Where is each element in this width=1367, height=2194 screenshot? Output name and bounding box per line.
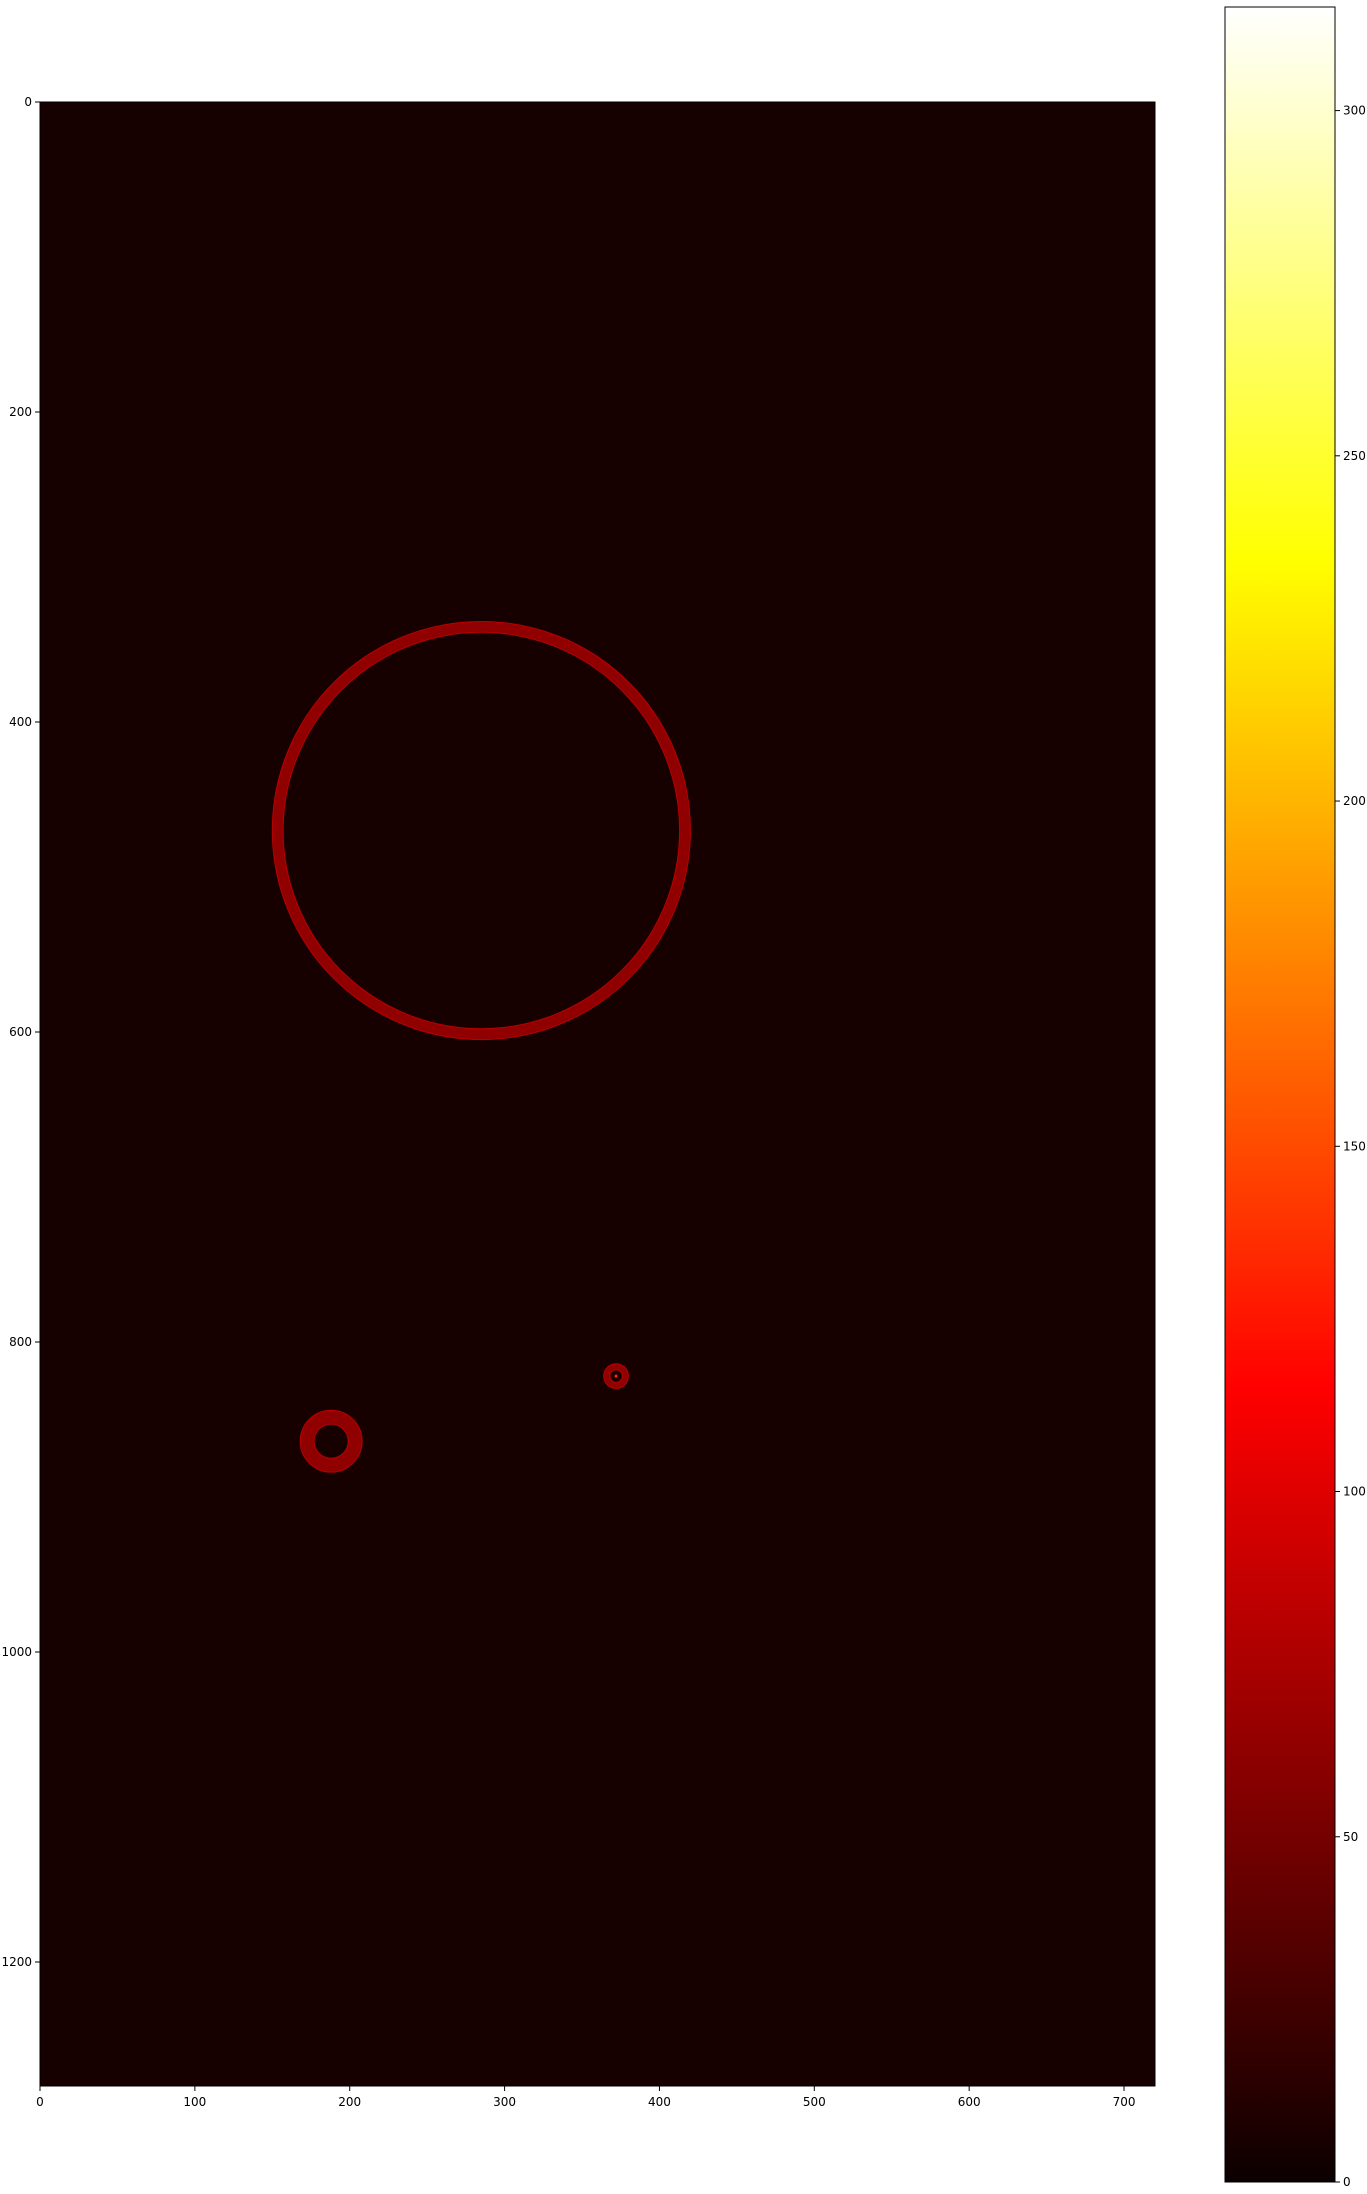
large-ring-outer-edge <box>271 620 691 1041</box>
tiny-spot <box>603 1363 629 1389</box>
colorbar-tick-label: 250 <box>1343 449 1366 463</box>
colorbar-tick-label: 200 <box>1343 794 1366 808</box>
x-tick-label: 500 <box>803 2095 826 2109</box>
small-ring-outer-edge <box>299 1409 363 1473</box>
heatmap-features <box>271 620 691 1473</box>
small-ring-inner-edge <box>313 1423 349 1459</box>
large-ring <box>272 621 691 1040</box>
y-tick-label: 1000 <box>1 1645 32 1659</box>
colorbar-tick-label: 150 <box>1343 1139 1366 1153</box>
y-tick-label: 400 <box>9 715 32 729</box>
y-tick-label: 800 <box>9 1335 32 1349</box>
tiny-spot-outer-edge <box>603 1363 629 1389</box>
y-tick-label: 200 <box>9 405 32 419</box>
heatmap-image <box>40 102 1155 2086</box>
colorbar: 0 50 100 150 200 250 300 <box>1224 6 1366 2189</box>
y-tick-label: 1200 <box>1 1955 32 1969</box>
y-tick-label: 0 <box>24 95 32 109</box>
colorbar-tick-label: 0 <box>1343 2175 1351 2189</box>
colorbar-tick-label: 300 <box>1343 104 1366 118</box>
x-tick-label: 0 <box>36 2095 44 2109</box>
x-tick-label: 300 <box>493 2095 516 2109</box>
y-tick-label: 600 <box>9 1025 32 1039</box>
small-ring <box>300 1410 363 1473</box>
x-tick-label: 600 <box>958 2095 981 2109</box>
x-tick-label: 200 <box>338 2095 361 2109</box>
tiny-spot-center <box>614 1374 618 1378</box>
x-tick-label: 700 <box>1113 2095 1136 2109</box>
large-ring-inner-edge <box>282 631 681 1030</box>
y-axis-ticks: 0 200 400 600 800 1000 1200 <box>1 95 40 1969</box>
colorbar-tick-label: 50 <box>1343 1830 1358 1844</box>
tiny-spot-inner-edge <box>609 1369 623 1383</box>
heatmap-axes: 0 100 200 300 400 500 600 700 0 200 400 600 800 1000… <box>1 95 1156 2109</box>
colorbar-tick-label: 100 <box>1343 1485 1366 1499</box>
colorbar-gradient <box>1224 6 1336 2183</box>
x-tick-label: 100 <box>183 2095 206 2109</box>
colorbar-ticks: 0 50 100 150 200 250 300 <box>1335 104 1366 2189</box>
x-tick-label: 400 <box>648 2095 671 2109</box>
x-axis-ticks: 0 100 200 300 400 500 600 700 <box>36 2086 1135 2109</box>
heatmap-frame <box>39 101 1156 2087</box>
